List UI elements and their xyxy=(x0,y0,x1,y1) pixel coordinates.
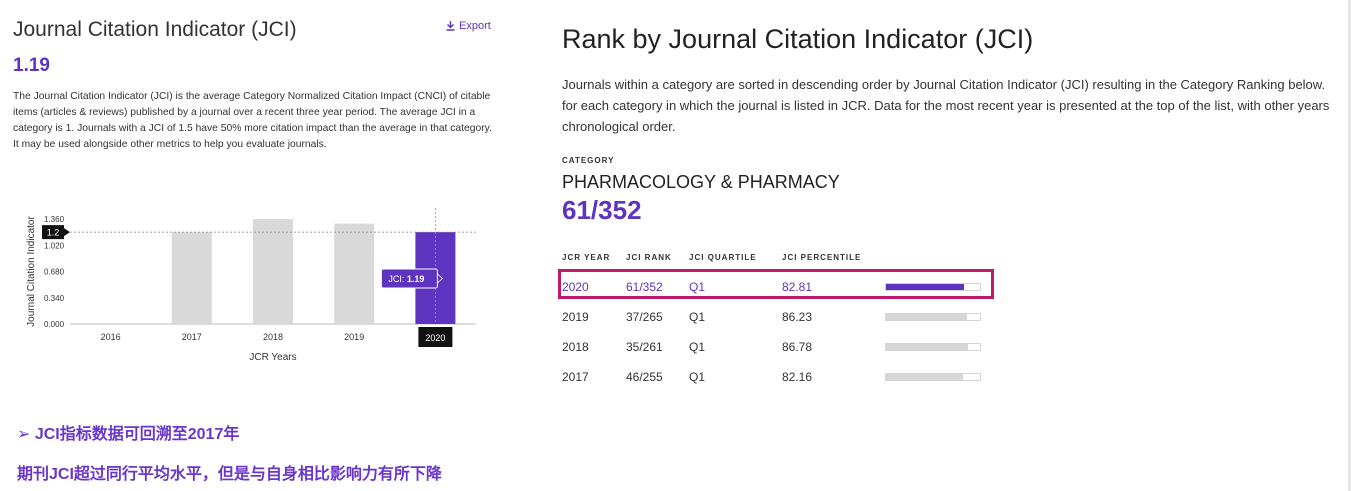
cell-quartile: Q1 xyxy=(689,280,706,294)
percentile-bar xyxy=(885,283,981,291)
y-tick-label: 0.340 xyxy=(44,294,65,303)
x-tick-highlight-bg xyxy=(418,327,453,347)
column-header-year: JCR YEAR xyxy=(562,253,611,262)
cell-year: 2019 xyxy=(562,310,589,324)
jci-bar-chart: Journal Citation Indicator 0.000 0.340 0.68… xyxy=(26,208,476,363)
rank-description-line: Journals within a category are sorted in… xyxy=(562,77,1326,92)
annotation-note-1: ➢ JCI指标数据可回溯至2017年 xyxy=(17,426,240,443)
percentile-bar-fill xyxy=(886,314,968,320)
reference-label-bg xyxy=(42,225,64,240)
cell-quartile: Q1 xyxy=(689,370,706,384)
table-row[interactable]: 2018 35/261 Q1 86.78 xyxy=(562,332,994,362)
cell-quartile: Q1 xyxy=(689,310,706,324)
cell-percentile: 86.78 xyxy=(782,340,813,354)
jci-description: The Journal Citation Indicator (JCI) is … xyxy=(13,91,492,150)
table-row[interactable]: 2020 61/352 Q1 82.81 xyxy=(558,269,994,302)
x-tick-label: 2019 xyxy=(344,332,364,342)
y-tick-label: 1.020 xyxy=(44,241,65,250)
jci-value: 1.19 xyxy=(13,55,50,76)
cell-rank: 46/255 xyxy=(626,370,663,384)
column-header-quartile: JCI QUARTILE xyxy=(689,253,757,262)
rank-description-line: chronological order. xyxy=(562,119,676,134)
tooltip-pointer xyxy=(436,273,443,284)
cell-quartile: Q1 xyxy=(689,340,706,354)
table-row[interactable]: 2019 37/265 Q1 86.23 xyxy=(562,302,994,332)
tooltip-prefix: JCI: xyxy=(388,274,407,284)
column-header-percentile: JCI PERCENTILE xyxy=(782,253,862,262)
rank-title: Rank by Journal Citation Indicator (JCI) xyxy=(562,24,1034,54)
jci-title: Journal Citation Indicator (JCI) xyxy=(13,18,297,41)
cell-percentile: 82.16 xyxy=(782,370,813,384)
annotation-note-2: 期刊JCI超过同行平均水平，但是与自身相比影响力有所下降 xyxy=(17,466,442,483)
cell-year: 2018 xyxy=(562,340,589,354)
cell-rank: 35/261 xyxy=(626,340,663,354)
x-tick-label: 2016 xyxy=(101,332,121,342)
cell-rank: 61/352 xyxy=(626,280,663,294)
x-tick-label: 2018 xyxy=(263,332,283,342)
tooltip-text: JCI: 1.19 xyxy=(388,274,424,284)
y-tick-label: 1.360 xyxy=(44,215,65,224)
category-label: CATEGORY xyxy=(562,156,615,165)
rank-description-line: for each category in which the journal i… xyxy=(562,98,1330,113)
percentile-bar xyxy=(885,373,981,381)
percentile-bar-fill xyxy=(886,284,964,290)
cell-percentile: 86.23 xyxy=(782,310,813,324)
bar-2019 xyxy=(334,223,375,324)
cell-year: 2020 xyxy=(562,280,589,294)
reference-line-label: 1.2 xyxy=(47,228,60,238)
column-header-rank: JCI RANK xyxy=(626,253,672,262)
scrollbar[interactable] xyxy=(1348,0,1351,491)
bar-2017 xyxy=(171,232,212,324)
tooltip-value: 1.19 xyxy=(407,274,425,284)
export-label: Export xyxy=(459,20,491,32)
row-highlight-box xyxy=(558,269,994,299)
y-axis-label: Journal Citation Indicator xyxy=(26,216,37,327)
x-axis-label: JCR Years xyxy=(249,352,296,363)
y-tick-label: 0.000 xyxy=(44,320,65,329)
y-tick-label: 0.680 xyxy=(44,268,65,277)
percentile-bar xyxy=(885,343,981,351)
category-rank: 61/352 xyxy=(562,195,642,225)
x-tick-label: 2017 xyxy=(182,332,202,342)
export-button[interactable]: Export xyxy=(446,20,491,32)
reference-label-pointer xyxy=(64,228,70,237)
percentile-bar xyxy=(885,313,981,321)
download-icon xyxy=(446,21,455,31)
bar-2018 xyxy=(253,219,293,324)
cell-percentile: 82.81 xyxy=(782,280,813,294)
rank-description: Journals within a category are sorted in… xyxy=(562,74,1351,137)
percentile-bar-fill xyxy=(886,344,968,350)
cell-rank: 37/265 xyxy=(626,310,663,324)
cell-year: 2017 xyxy=(562,370,589,384)
percentile-bar-fill xyxy=(886,374,964,380)
category-name: PHARMACOLOGY & PHARMACY xyxy=(562,172,840,192)
table-row[interactable]: 2017 46/255 Q1 82.16 xyxy=(562,362,994,392)
x-tick-label: 2020 xyxy=(425,333,445,343)
